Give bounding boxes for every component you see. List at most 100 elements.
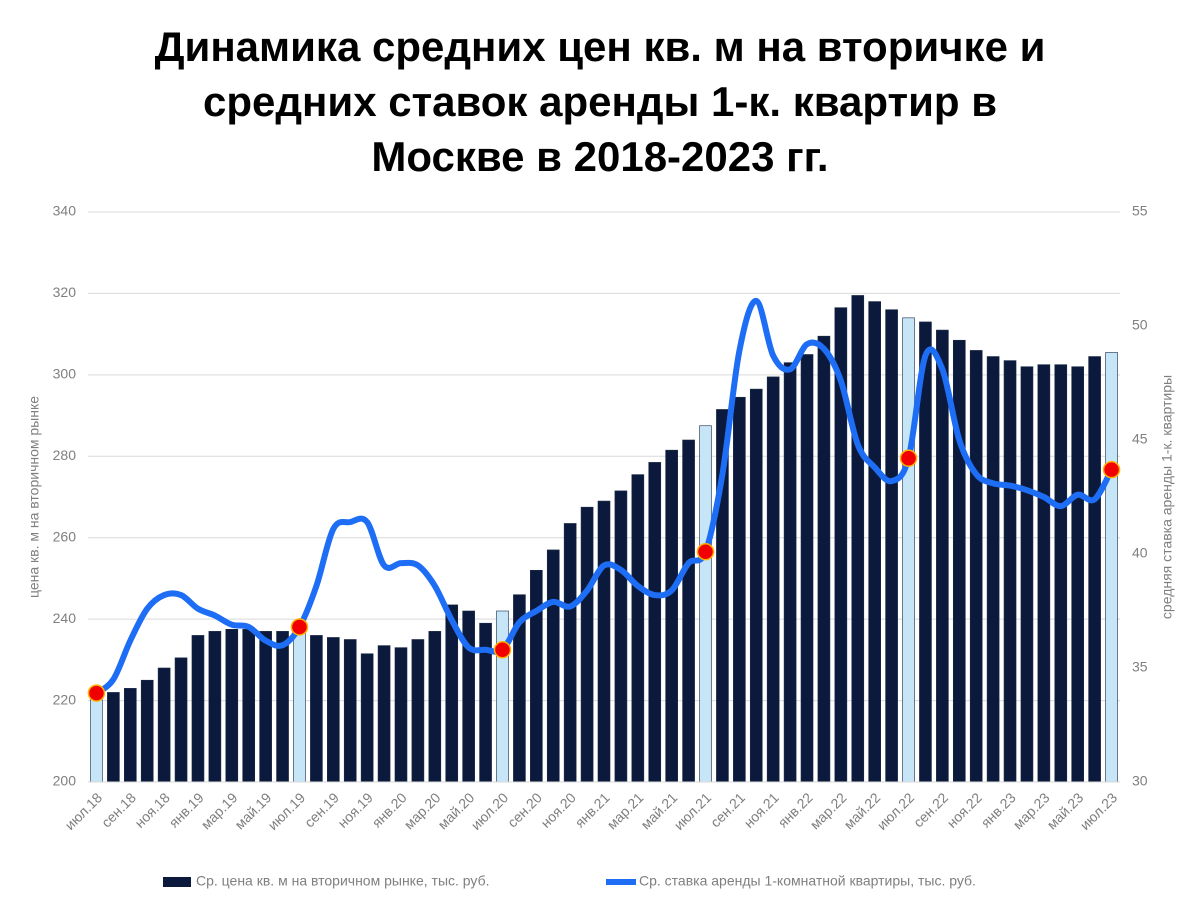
bar — [157, 667, 171, 783]
bar — [851, 295, 865, 783]
legend-swatch — [163, 877, 191, 887]
y2-axis-title: средняя ставка аренды 1-к. квартиры — [1159, 375, 1175, 619]
bar — [783, 362, 797, 783]
bar — [749, 388, 763, 783]
bar — [986, 356, 1000, 783]
bar — [174, 657, 188, 783]
y2-tick-label: 55 — [1132, 203, 1148, 219]
bar — [90, 692, 103, 783]
bar — [631, 474, 645, 783]
x-tick-label: ноя.20 — [537, 789, 579, 831]
bar — [293, 629, 306, 783]
bar — [1054, 364, 1068, 783]
bar — [123, 688, 137, 783]
bar — [462, 610, 475, 783]
bar — [1088, 356, 1101, 783]
bar — [733, 396, 746, 783]
bar — [1071, 366, 1085, 783]
x-tick-label: сен.19 — [301, 789, 342, 830]
highlight-marker — [290, 618, 309, 636]
bar — [530, 569, 543, 783]
bar — [225, 629, 239, 783]
x-tick-label: июл.23 — [1077, 789, 1121, 833]
x-tick-label: июл.20 — [468, 789, 512, 833]
bar — [242, 629, 256, 783]
legend-label: Ср. ставка аренды 1-комнатной квартиры, … — [639, 873, 976, 889]
highlight-marker — [899, 449, 918, 467]
y2-tick-label: 40 — [1132, 545, 1148, 561]
y-tick-label: 240 — [53, 610, 77, 626]
y2-tick-label: 35 — [1132, 659, 1148, 675]
bar — [868, 301, 881, 783]
bar — [969, 350, 983, 783]
bar — [1020, 366, 1034, 783]
highlight-marker — [1102, 460, 1121, 479]
x-tick-label: ноя.22 — [944, 789, 986, 831]
y-tick-label: 300 — [53, 366, 77, 382]
bar — [546, 549, 560, 783]
bar — [310, 635, 323, 783]
x-tick-label: ноя.21 — [741, 789, 783, 831]
y-tick-label: 200 — [53, 773, 77, 789]
highlight-marker — [493, 641, 512, 659]
y-axis-title: цена кв. м на вторичном рынке — [26, 396, 42, 598]
bar — [648, 462, 662, 783]
bar — [107, 692, 120, 783]
x-tick-label: июл.22 — [874, 789, 918, 833]
x-tick-label: мар.22 — [807, 789, 850, 832]
y-tick-label: 320 — [53, 284, 77, 300]
highlight-marker — [87, 684, 106, 702]
bar — [496, 610, 509, 783]
bar — [377, 645, 391, 783]
bar — [563, 523, 577, 783]
y-tick-label: 280 — [53, 447, 77, 463]
bar — [1037, 364, 1051, 783]
x-tick-label: мар.21 — [604, 789, 647, 832]
bar — [276, 631, 289, 783]
bar — [1105, 352, 1118, 783]
bar — [800, 354, 814, 783]
chart-title: Динамика средних цен кв. м на вторичке и — [155, 23, 1046, 70]
x-tick-label: сен.18 — [98, 789, 139, 830]
bar — [208, 631, 222, 783]
x-tick-label: мар.19 — [198, 789, 241, 832]
bar — [411, 639, 425, 783]
bar — [1003, 360, 1017, 783]
x-tick-label: ноя.19 — [334, 789, 376, 831]
y-tick-label: 260 — [53, 528, 77, 544]
bar — [952, 339, 966, 783]
bar — [699, 425, 712, 783]
x-tick-label: сен.21 — [707, 789, 748, 830]
bar — [343, 639, 357, 783]
x-tick-label: июл.18 — [62, 789, 106, 833]
line — [94, 297, 1115, 696]
bar — [327, 637, 340, 783]
highlight-marker — [696, 542, 715, 561]
y2-tick-label: 30 — [1132, 773, 1148, 789]
bar — [936, 329, 949, 783]
bar — [817, 335, 831, 783]
y2-tick-label: 45 — [1132, 431, 1148, 447]
x-tick-label: сен.22 — [910, 789, 951, 830]
bar — [665, 449, 678, 783]
bar — [580, 506, 594, 783]
bar — [259, 631, 272, 783]
bar — [902, 317, 915, 783]
bar — [394, 647, 408, 783]
x-tick-label: июл.19 — [265, 789, 309, 833]
x-tick-label: мар.23 — [1010, 789, 1053, 832]
bar — [140, 679, 154, 783]
x-tick-label: мар.20 — [401, 789, 444, 832]
y2-tick-label: 50 — [1132, 317, 1148, 333]
bar — [428, 631, 442, 783]
bar — [614, 490, 628, 783]
bar — [597, 500, 611, 783]
legend-label: Ср. цена кв. м на вторичном рынке, тыс. … — [196, 873, 489, 889]
bar — [360, 653, 374, 783]
chart-title: Москве в 2018-2023 гг. — [371, 133, 828, 180]
x-tick-label: июл.21 — [671, 789, 715, 833]
y-tick-label: 340 — [53, 203, 77, 219]
bar — [766, 376, 780, 783]
bar — [885, 309, 898, 783]
